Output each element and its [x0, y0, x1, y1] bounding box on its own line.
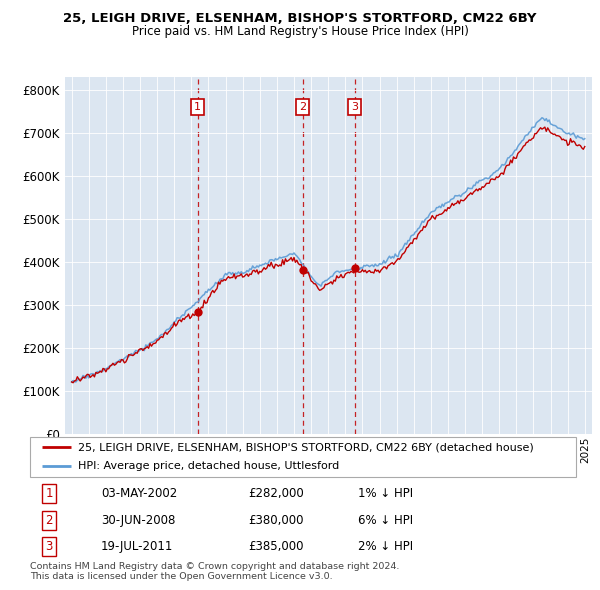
Text: Contains HM Land Registry data © Crown copyright and database right 2024.: Contains HM Land Registry data © Crown c… — [30, 562, 400, 571]
Text: 25, LEIGH DRIVE, ELSENHAM, BISHOP'S STORTFORD, CM22 6BY: 25, LEIGH DRIVE, ELSENHAM, BISHOP'S STOR… — [63, 12, 537, 25]
Text: 19-JUL-2011: 19-JUL-2011 — [101, 540, 173, 553]
Text: 2: 2 — [299, 102, 306, 112]
Text: £380,000: £380,000 — [248, 514, 304, 527]
Text: 2: 2 — [46, 514, 53, 527]
Text: 6% ↓ HPI: 6% ↓ HPI — [358, 514, 413, 527]
Text: 30-JUN-2008: 30-JUN-2008 — [101, 514, 175, 527]
Text: 03-MAY-2002: 03-MAY-2002 — [101, 487, 177, 500]
Text: This data is licensed under the Open Government Licence v3.0.: This data is licensed under the Open Gov… — [30, 572, 332, 581]
Text: £282,000: £282,000 — [248, 487, 304, 500]
Text: Price paid vs. HM Land Registry's House Price Index (HPI): Price paid vs. HM Land Registry's House … — [131, 25, 469, 38]
Text: 25, LEIGH DRIVE, ELSENHAM, BISHOP'S STORTFORD, CM22 6BY (detached house): 25, LEIGH DRIVE, ELSENHAM, BISHOP'S STOR… — [78, 442, 534, 453]
Text: 1: 1 — [194, 102, 201, 112]
Text: 1% ↓ HPI: 1% ↓ HPI — [358, 487, 413, 500]
Text: £385,000: £385,000 — [248, 540, 304, 553]
Text: 3: 3 — [351, 102, 358, 112]
Text: 1: 1 — [46, 487, 53, 500]
FancyBboxPatch shape — [30, 437, 576, 477]
Text: 3: 3 — [46, 540, 53, 553]
Text: HPI: Average price, detached house, Uttlesford: HPI: Average price, detached house, Uttl… — [78, 461, 339, 471]
Text: 2% ↓ HPI: 2% ↓ HPI — [358, 540, 413, 553]
